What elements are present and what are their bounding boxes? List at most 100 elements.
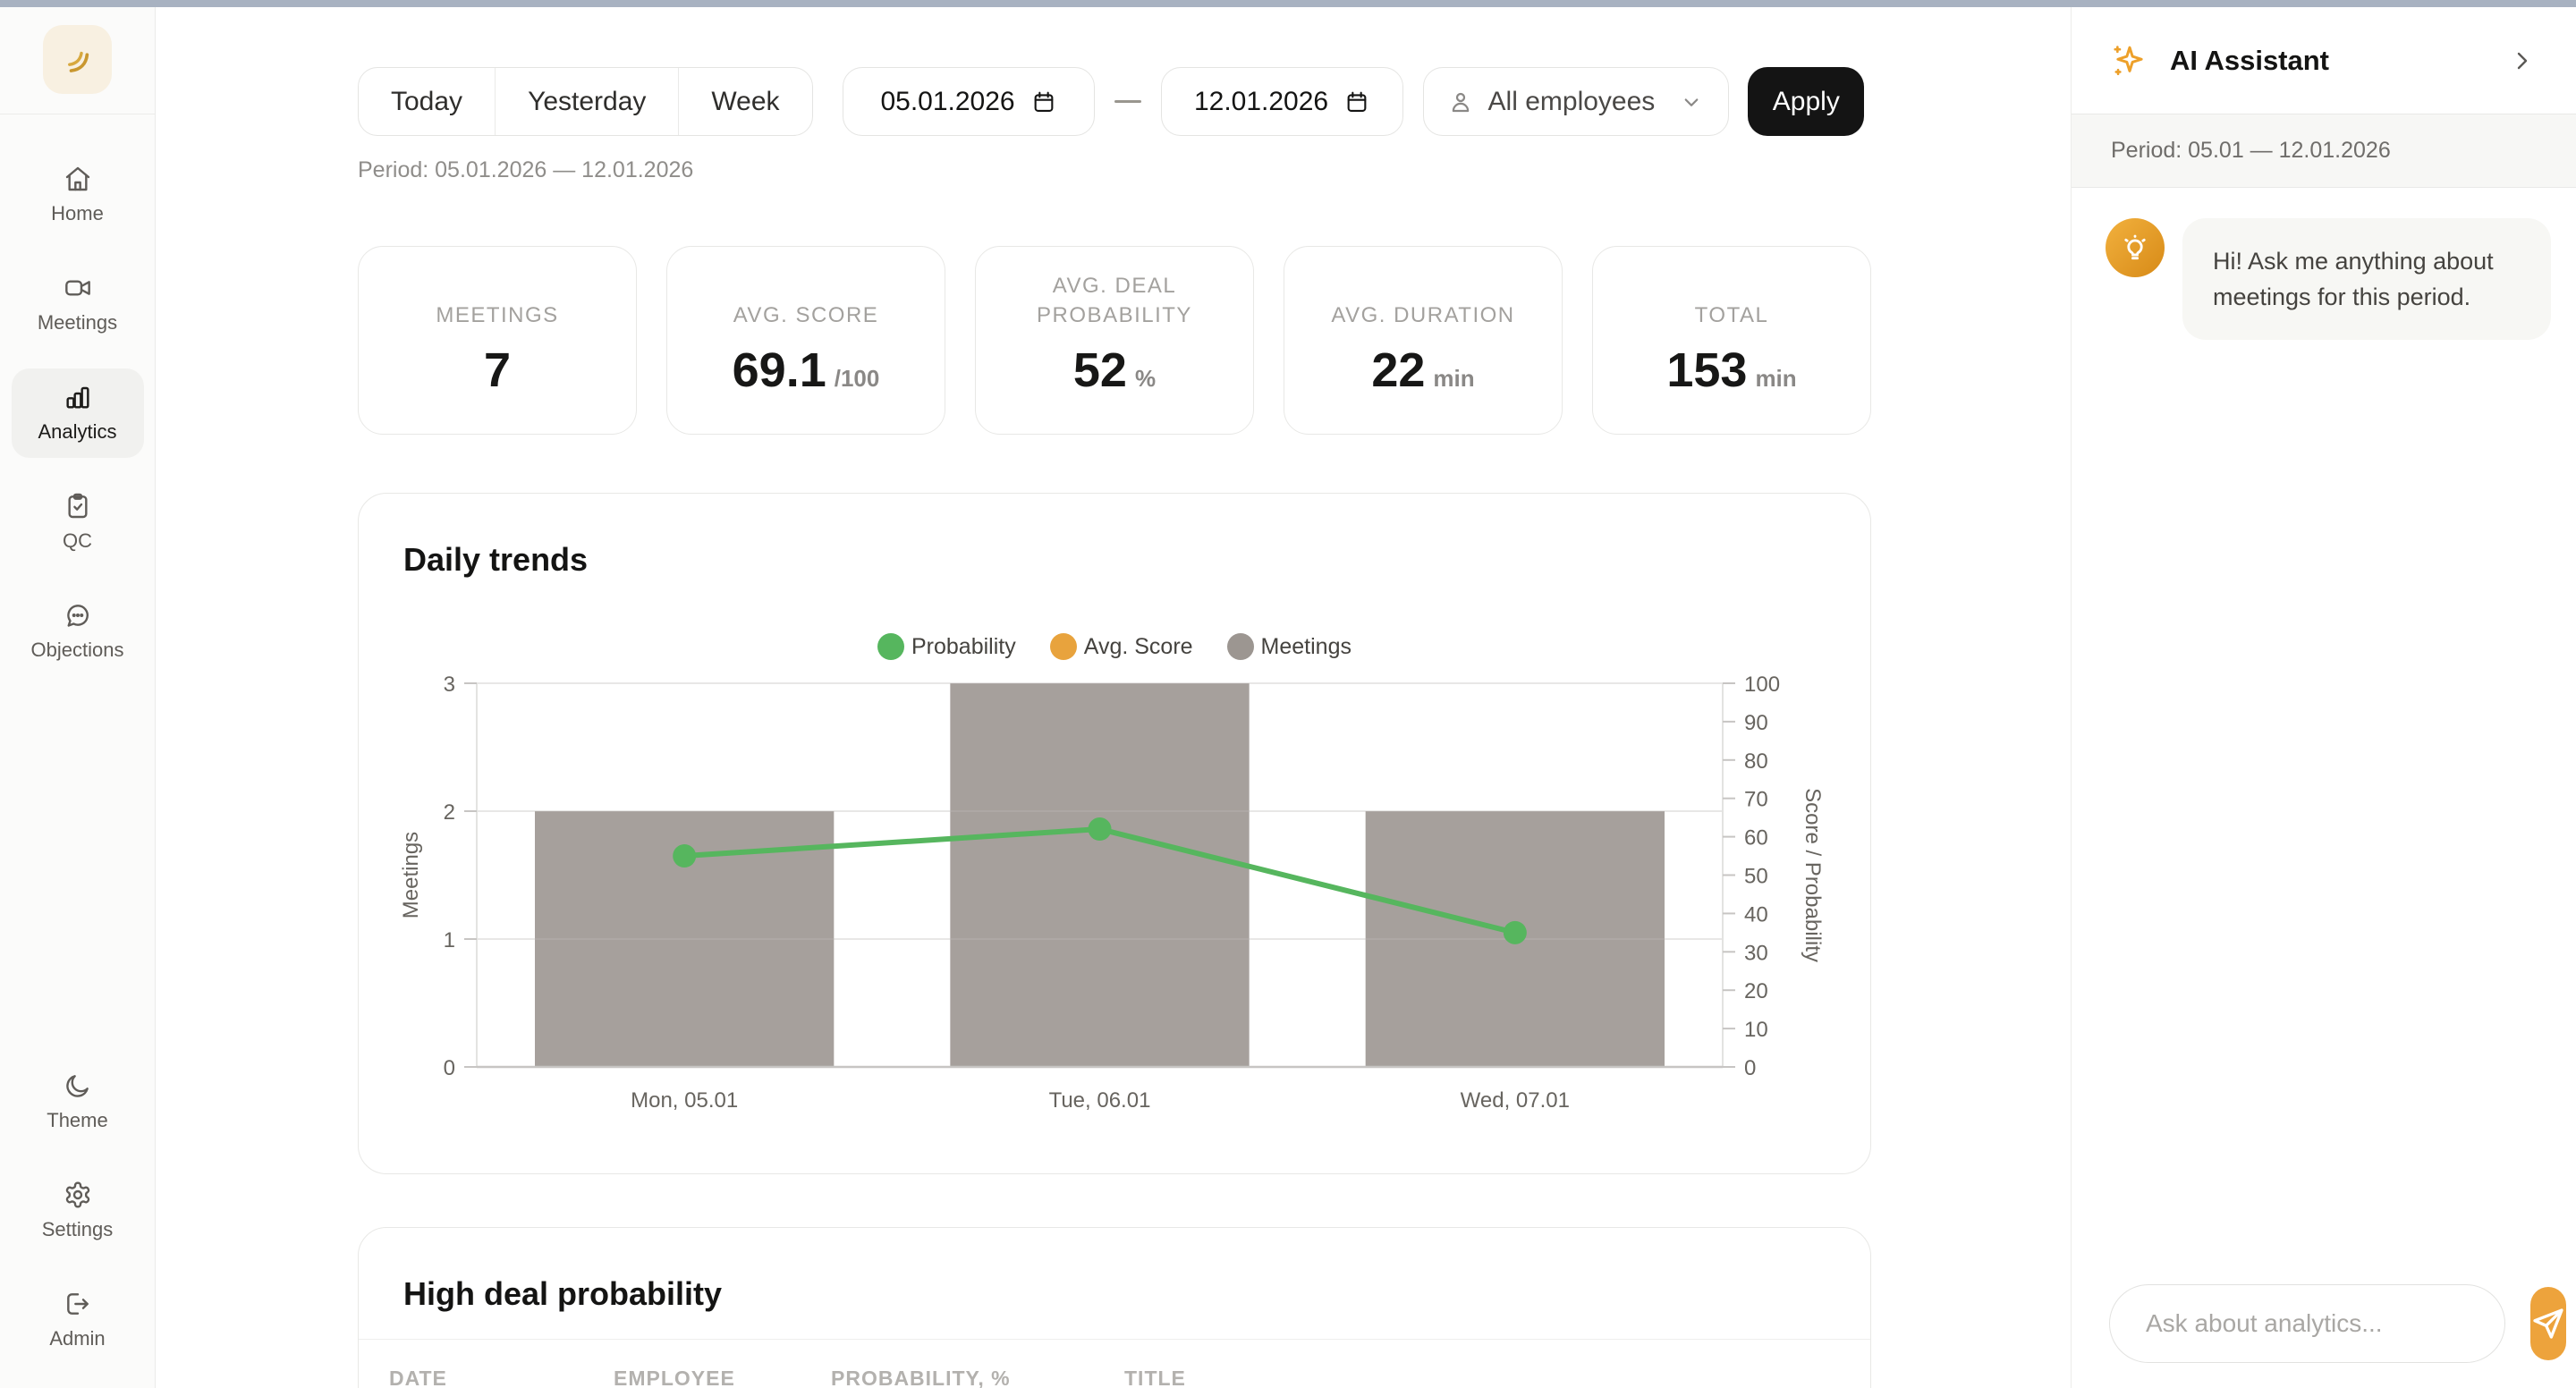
- sidebar-item-qc[interactable]: QC: [12, 478, 144, 567]
- svg-text:Wed, 07.01: Wed, 07.01: [1461, 1088, 1570, 1113]
- stat-label: AVG. DURATION: [1331, 303, 1515, 327]
- legend-dot-meetings: [1226, 633, 1254, 660]
- sidebar-item-theme[interactable]: Theme: [12, 1057, 144, 1147]
- chat-input[interactable]: [2109, 1284, 2505, 1363]
- chat-input-row: [2072, 1284, 2576, 1388]
- sidebar-item-analytics[interactable]: Analytics: [11, 368, 144, 458]
- filters-toolbar: Today Yesterday Week 05.01.2026 12.01.20…: [358, 67, 1871, 136]
- legend-dot-avg-score: [1049, 633, 1077, 660]
- sidebar-item-objections[interactable]: Objections: [12, 587, 144, 676]
- date-from-value: 05.01.2026: [880, 86, 1015, 116]
- deals-title-row: High deal probability: [359, 1228, 1870, 1340]
- svg-text:90: 90: [1744, 711, 1768, 735]
- stat-value: 22: [1371, 343, 1426, 397]
- stat-card-avg-duration: AVG. DURATION 22 min: [1284, 246, 1563, 435]
- svg-text:40: 40: [1744, 902, 1768, 927]
- svg-text:60: 60: [1744, 826, 1768, 851]
- sidebar-item-meetings[interactable]: Meetings: [12, 259, 144, 349]
- employee-filter-value: All employees: [1487, 86, 1656, 116]
- svg-text:Mon, 05.01: Mon, 05.01: [631, 1088, 738, 1113]
- video-camera-icon: [64, 280, 90, 296]
- paper-plane-icon: [2533, 1308, 2563, 1339]
- stats-row: MEETINGS 7 AVG. SCORE 69.1/100 AVG. DEAL…: [358, 246, 1871, 435]
- ai-assistant-header: AI Assistant: [2072, 7, 2576, 114]
- sidebar-item-label: Analytics: [38, 420, 117, 443]
- svg-text:Meetings: Meetings: [399, 832, 423, 918]
- sidebar-item-label: Meetings: [37, 311, 118, 334]
- legend-item-meetings[interactable]: Meetings: [1226, 633, 1352, 660]
- sidebar-item-label: Home: [51, 202, 104, 224]
- stat-unit: min: [1755, 365, 1797, 392]
- logo-swoosh-icon: [67, 51, 89, 72]
- app-logo[interactable]: [43, 25, 112, 94]
- range-yesterday-button[interactable]: Yesterday: [495, 68, 678, 135]
- employee-filter-select[interactable]: All employees: [1422, 67, 1730, 136]
- date-to-input[interactable]: 12.01.2026: [1160, 67, 1403, 136]
- collapse-panel-button[interactable]: [2508, 47, 2537, 75]
- sidebar: Home Meetings Analytics QC: [0, 7, 156, 1388]
- deals-table-header: DATE EMPLOYEE PROBABILITY, % TITLE: [359, 1340, 1870, 1388]
- log-out-icon: [66, 1293, 89, 1315]
- svg-text:Score / Probability: Score / Probability: [1801, 788, 1825, 962]
- stat-value: 69.1: [732, 343, 826, 397]
- date-range-dash: [1114, 100, 1141, 103]
- calendar-icon[interactable]: [1031, 89, 1056, 114]
- svg-text:50: 50: [1744, 865, 1768, 889]
- stat-value: 52: [1072, 343, 1127, 397]
- sidebar-item-admin[interactable]: Admin: [12, 1275, 144, 1365]
- sidebar-item-label: Settings: [41, 1218, 114, 1240]
- chevron-right-icon: [2517, 52, 2528, 69]
- svg-text:20: 20: [1744, 979, 1768, 1003]
- stat-card-total: TOTAL 153 min: [1592, 246, 1871, 435]
- daily-trends-chart: 0 1 2 3 0 10 20 30 40 50 60 70 80 90 100 Mon, 05.01 Tue,…: [359, 665, 1870, 1135]
- calendar-icon[interactable]: [1344, 89, 1369, 114]
- ai-assistant-panel: AI Assistant Period: 05.01 — 12.01.2026 …: [2071, 7, 2576, 1388]
- stat-card-avg-deal-probability: AVG. DEAL PROBABILITY 52%: [975, 246, 1254, 435]
- svg-text:10: 10: [1744, 1018, 1768, 1042]
- column-header-date: DATE: [389, 1367, 447, 1388]
- range-today-button[interactable]: Today: [359, 68, 495, 135]
- stat-unit: /100: [834, 365, 880, 392]
- chat-scroll-area[interactable]: [2072, 340, 2576, 1284]
- svg-text:3: 3: [444, 673, 455, 697]
- quick-range-segmented-control: Today Yesterday Week: [358, 67, 813, 136]
- stat-value: 7: [483, 343, 512, 397]
- apply-button[interactable]: Apply: [1748, 67, 1865, 136]
- range-week-button[interactable]: Week: [678, 68, 811, 135]
- svg-text:1: 1: [444, 928, 455, 952]
- sidebar-nav: Home Meetings Analytics QC: [0, 150, 155, 676]
- sidebar-item-home[interactable]: Home: [12, 150, 144, 240]
- sparkle-icon: [2114, 45, 2143, 75]
- legend-item-avg-score[interactable]: Avg. Score: [1049, 633, 1193, 660]
- stat-value: 153: [1666, 343, 1748, 397]
- chat-message: Hi! Ask me anything about meetings for t…: [2072, 188, 2576, 340]
- stat-label: MEETINGS: [436, 303, 559, 327]
- sidebar-item-label: QC: [63, 529, 92, 552]
- sidebar-item-label: Admin: [49, 1327, 106, 1350]
- period-caption: Period: 05.01.2026 — 12.01.2026: [358, 157, 694, 182]
- legend-item-probability[interactable]: Probability: [877, 633, 1016, 660]
- legend-label: Meetings: [1260, 633, 1352, 659]
- svg-text:0: 0: [444, 1056, 455, 1080]
- bar-chart-icon: [65, 386, 89, 409]
- sidebar-item-settings[interactable]: Settings: [12, 1166, 144, 1256]
- clipboard-check-icon: [67, 493, 88, 519]
- stat-label: AVG. DEAL PROBABILITY: [1037, 274, 1192, 327]
- logo-container: [0, 7, 155, 114]
- stat-card-meetings: MEETINGS 7: [358, 246, 637, 435]
- column-header-probability: PROBABILITY, %: [831, 1367, 1011, 1388]
- chart-legend: Probability Avg. Score Meetings: [359, 633, 1870, 660]
- gear-icon: [65, 1181, 89, 1208]
- legend-label: Probability: [911, 633, 1016, 659]
- legend-dot-probability: [877, 633, 904, 660]
- date-from-input[interactable]: 05.01.2026: [842, 67, 1095, 136]
- person-icon: [1452, 92, 1469, 112]
- send-button[interactable]: [2530, 1287, 2566, 1360]
- message-dots-icon: [66, 605, 89, 627]
- stat-label: AVG. SCORE: [733, 303, 879, 327]
- svg-text:Tue, 06.01: Tue, 06.01: [1049, 1088, 1151, 1113]
- svg-text:100: 100: [1744, 673, 1780, 697]
- stat-card-avg-score: AVG. SCORE 69.1/100: [666, 246, 945, 435]
- svg-text:70: 70: [1744, 788, 1768, 812]
